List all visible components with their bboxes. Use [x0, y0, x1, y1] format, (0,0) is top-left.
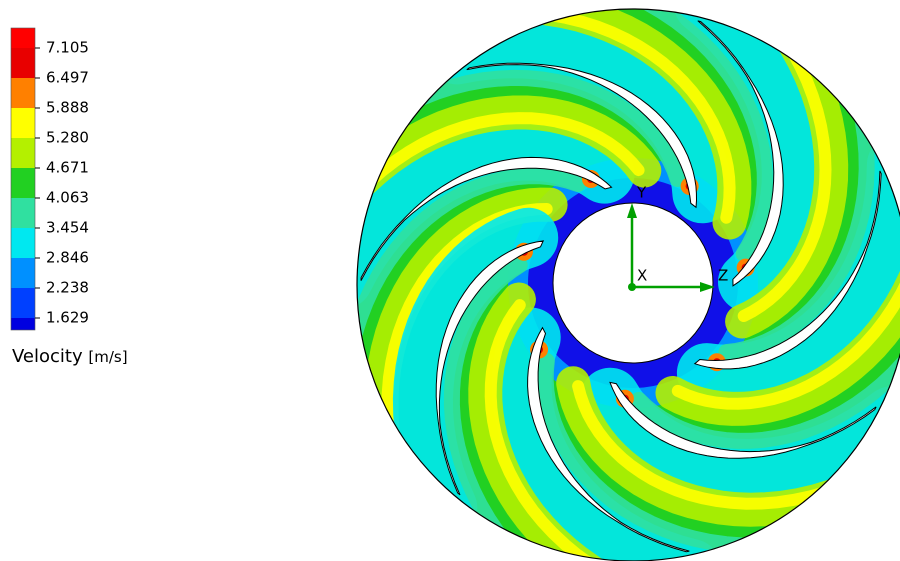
- legend-tick-label: 1.629: [46, 309, 89, 327]
- legend-swatch: [11, 168, 35, 198]
- legend-swatch: [11, 28, 35, 48]
- velocity-band: [676, 134, 900, 405]
- blade: [609, 381, 877, 459]
- velocity-band: [357, 112, 645, 200]
- velocity-band: [572, 380, 848, 510]
- velocity-band: [526, 9, 736, 224]
- blade: [360, 156, 613, 281]
- origin: [628, 283, 636, 291]
- blade: [697, 20, 784, 287]
- legend-unit: [m/s]: [88, 348, 127, 366]
- z-arrow-head: [700, 282, 715, 292]
- legend-swatch: [11, 108, 35, 138]
- blades: [360, 20, 882, 553]
- legend-tick-label: 6.497: [46, 69, 89, 87]
- legend-tick-label: 2.846: [46, 249, 89, 267]
- legend-swatch: [11, 198, 35, 228]
- velocity-band: [737, 30, 832, 322]
- velocity-band: [491, 307, 722, 561]
- velocity-band: [537, 353, 768, 554]
- legend-frame: [10, 27, 36, 331]
- legend-swatch: [11, 78, 35, 108]
- y-arrow-head: [627, 203, 637, 218]
- legend-tick-label: 3.454: [46, 219, 89, 237]
- velocity-band: [443, 257, 528, 555]
- contour-plot: Y X Z: [356, 8, 900, 561]
- legend-swatch: [11, 138, 35, 168]
- axis-triad: [627, 203, 715, 292]
- velocity-band: [357, 168, 586, 359]
- legend-title: Velocity [m/s]: [12, 346, 128, 367]
- legend-swatch: [11, 228, 35, 258]
- velocity-band: [580, 367, 900, 500]
- legend-tick-label: 4.063: [46, 189, 89, 207]
- legend-swatch: [11, 318, 35, 330]
- y-axis-label: Y: [636, 184, 647, 202]
- velocity-band: [623, 9, 773, 262]
- velocity-band: [673, 9, 822, 313]
- velocity-band: [392, 207, 559, 538]
- legend: 7.105 6.497 5.888 5.280 4.671 4.063 3.454 2.846…: [10, 27, 89, 331]
- velocity-band: [718, 95, 875, 361]
- legend-tick-label: 7.105: [46, 39, 89, 57]
- velocity-band: [427, 18, 733, 224]
- velocity-band: [357, 120, 635, 309]
- velocity-band: [630, 340, 900, 449]
- velocity-field: [357, 9, 900, 561]
- legend-tick-label: 5.280: [46, 129, 89, 147]
- legend-title-text: Velocity: [12, 346, 83, 367]
- blade: [435, 240, 545, 496]
- legend-swatch: [11, 258, 35, 288]
- velocity-band: [484, 299, 612, 561]
- z-axis-label: Z: [718, 267, 728, 285]
- legend-tick-label: 2.238: [46, 279, 89, 297]
- blade: [693, 170, 882, 370]
- velocity-band: [397, 69, 686, 187]
- legend-tick-label: 4.671: [46, 159, 89, 177]
- blade: [527, 326, 690, 553]
- x-axis-label: X: [637, 267, 647, 285]
- legend-tick-label: 5.888: [46, 99, 89, 117]
- legend-swatch: [11, 48, 35, 78]
- legend-swatch: [11, 288, 35, 318]
- outer-rim: [356, 8, 900, 561]
- velocity-band: [671, 241, 900, 410]
- blade: [466, 62, 698, 209]
